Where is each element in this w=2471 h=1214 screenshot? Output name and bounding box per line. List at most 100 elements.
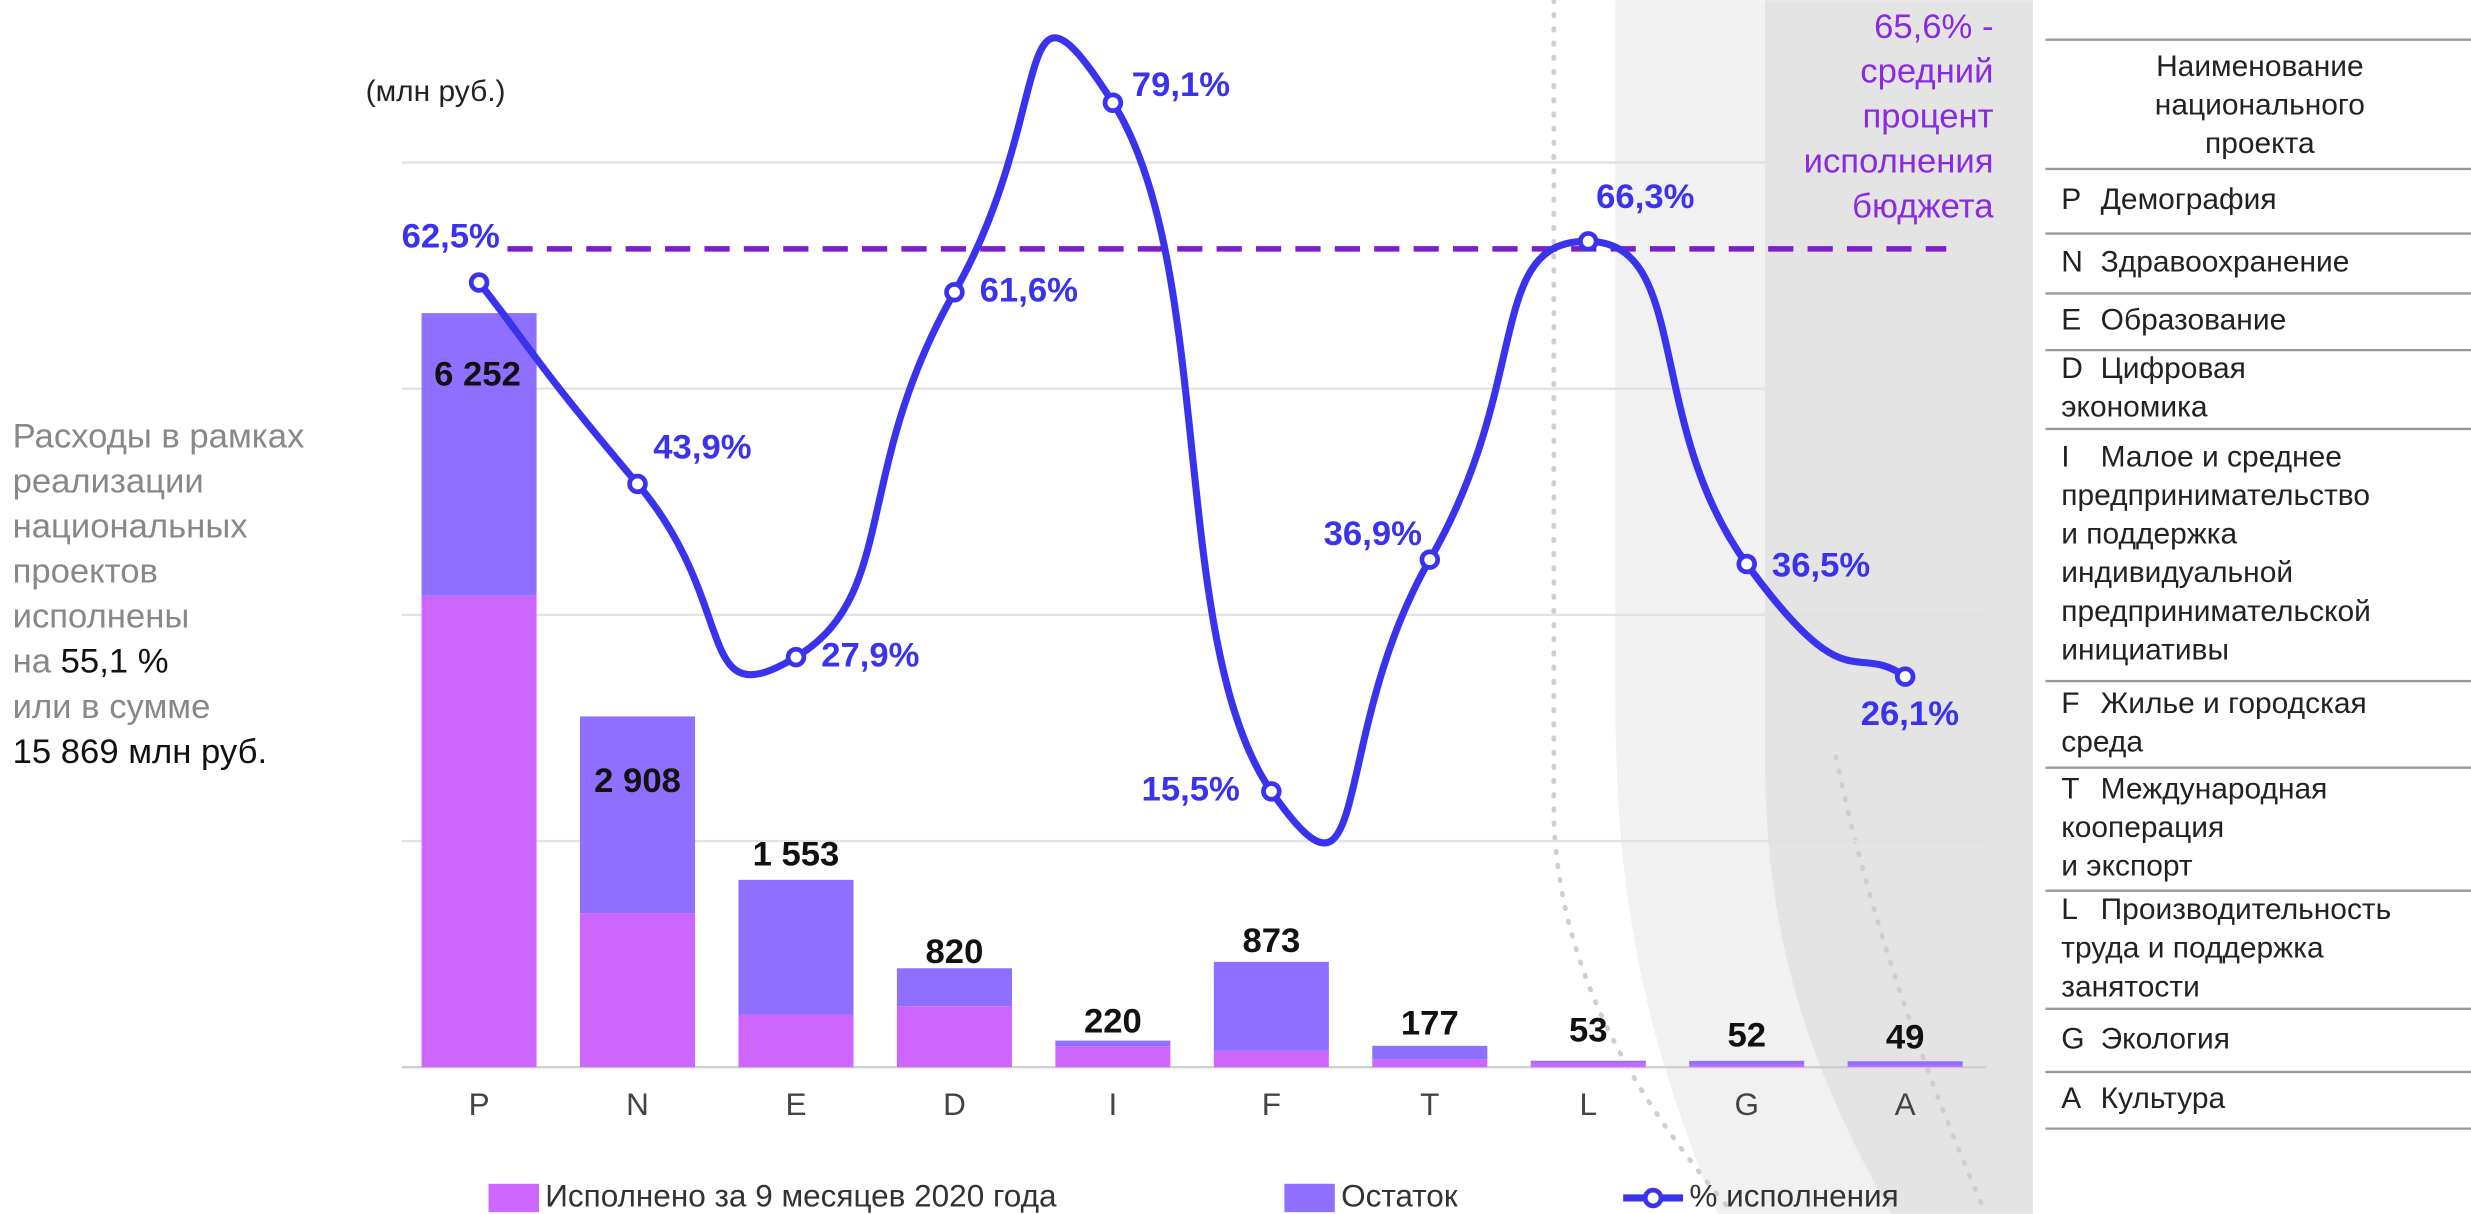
table-cell: и экспорт xyxy=(2061,850,2193,883)
bar-segment xyxy=(421,595,537,1068)
table-cell: инициативы xyxy=(2061,633,2229,666)
percent-point xyxy=(1419,549,1441,570)
side-note-part: 55,1 % xyxy=(61,643,169,681)
table-cell: Образование xyxy=(2101,304,2287,337)
side-note: или в сумме xyxy=(13,688,211,726)
side-note-part: реализации xyxy=(13,463,204,501)
average-label: 65,6% - xyxy=(1874,8,1993,46)
table-cell: Международная xyxy=(2101,772,2328,805)
bar-total-label: 873 xyxy=(1242,922,1300,960)
table-code: T xyxy=(2061,772,2079,805)
table-cell: среда xyxy=(2061,726,2143,759)
x-tick-label: G xyxy=(1734,1086,1759,1122)
x-tick-label: P xyxy=(469,1086,490,1122)
bar-segment xyxy=(738,1014,854,1068)
table-cell: Цифровая xyxy=(2101,352,2246,385)
x-tick-label: N xyxy=(626,1086,649,1122)
legend-label: Остаток xyxy=(1341,1177,1458,1213)
table-cell: индивидуальной xyxy=(2061,556,2293,589)
average-label: бюджета xyxy=(1852,187,1994,225)
table-code: G xyxy=(2061,1022,2084,1055)
percent-point xyxy=(785,646,807,668)
bar-segment xyxy=(1372,1059,1488,1068)
background-band xyxy=(1765,0,2033,1214)
bar-segment xyxy=(1530,1060,1646,1063)
table-code: E xyxy=(2061,304,2081,337)
side-note: национальных xyxy=(13,508,248,546)
bar-total-label: 6 252 xyxy=(434,355,521,393)
side-note-part: 15 869 млн руб. xyxy=(13,733,268,771)
percent-point xyxy=(944,281,965,303)
x-tick-label: T xyxy=(1420,1086,1439,1122)
table-cell: Производительность xyxy=(2101,893,2392,926)
bar-total-label: 1 553 xyxy=(753,835,840,873)
table-cell: занятости xyxy=(2061,970,2200,1003)
table-header: проекта xyxy=(2205,127,2315,160)
bar-segment xyxy=(1689,1064,1805,1068)
bar-segment xyxy=(1847,1061,1963,1066)
percent-label: 26,1% xyxy=(1861,695,1959,733)
table-cell: предпринимательской xyxy=(2061,595,2371,628)
bar-segment xyxy=(1847,1065,1963,1068)
average-label: исполнения xyxy=(1804,143,1994,181)
bar-segment xyxy=(580,716,696,914)
legend-marker xyxy=(1642,1187,1664,1209)
percent-label: 61,6% xyxy=(980,271,1078,309)
side-note-part: исполнены xyxy=(13,598,190,636)
x-tick-label: L xyxy=(1579,1086,1597,1122)
side-note: 15 869 млн руб. xyxy=(13,733,268,771)
table-code: I xyxy=(2061,440,2069,473)
side-note: реализации xyxy=(13,463,204,501)
table-cell: и поддержка xyxy=(2061,518,2237,551)
bar-segment xyxy=(1055,1040,1171,1047)
bar-total-label: 177 xyxy=(1401,1004,1459,1042)
percent-point xyxy=(1894,666,1916,687)
percent-point xyxy=(1261,781,1282,802)
legend-swatch xyxy=(488,1183,539,1213)
table-header: национального xyxy=(2155,89,2365,122)
bar-segment xyxy=(1213,961,1329,1051)
side-note: на 55,1 % xyxy=(13,643,169,681)
average-label: процент xyxy=(1862,98,1993,136)
table-code: F xyxy=(2061,687,2079,720)
bar-total-label: 2 908 xyxy=(594,762,681,800)
percent-label: 43,9% xyxy=(653,428,751,466)
side-note: исполнены xyxy=(13,598,190,636)
y-unit: (млн руб.) xyxy=(366,75,506,108)
percent-label: 36,5% xyxy=(1772,546,1870,584)
percent-point xyxy=(1736,553,1757,575)
bar-segment xyxy=(1372,1045,1488,1060)
bar-segment xyxy=(580,913,696,1068)
table-code: D xyxy=(2061,352,2083,385)
dotted-curve xyxy=(1551,0,1736,1214)
bar-segment xyxy=(1213,1050,1329,1068)
legend-label: Исполнено за 9 месяцев 2020 года xyxy=(545,1177,1057,1213)
side-note-part: Расходы в рамках xyxy=(13,418,305,456)
bar-segment xyxy=(1530,1062,1646,1068)
table-cell: труда и поддержка xyxy=(2061,932,2324,965)
side-note: проектов xyxy=(13,553,158,591)
table-cell: Здравоохранение xyxy=(2101,245,2350,278)
table-cell: Демография xyxy=(2101,183,2277,216)
x-tick-label: I xyxy=(1109,1086,1118,1122)
percent-line xyxy=(476,34,1908,847)
percent-point xyxy=(468,272,490,293)
bar-total-label: 49 xyxy=(1886,1018,1925,1056)
bar-segment xyxy=(1689,1060,1805,1065)
table-cell: Культура xyxy=(2101,1082,2226,1115)
table-code: P xyxy=(2061,183,2081,216)
table-cell: Малое и среднее xyxy=(2101,440,2342,473)
table-cell: Жилье и городская xyxy=(2101,687,2367,720)
x-tick-label: D xyxy=(943,1086,966,1122)
percent-point xyxy=(1102,92,1124,113)
percent-label: 66,3% xyxy=(1596,178,1694,216)
percent-label: 62,5% xyxy=(402,217,500,255)
bar-segment xyxy=(738,879,854,1015)
legend-label: % исполнения xyxy=(1689,1177,1898,1213)
bar-segment xyxy=(896,1006,1012,1068)
table-header: Наименование xyxy=(2156,50,2364,83)
side-note-part: или в сумме xyxy=(13,688,211,726)
bar-total-label: 820 xyxy=(926,933,984,971)
bar-segment xyxy=(421,313,537,596)
